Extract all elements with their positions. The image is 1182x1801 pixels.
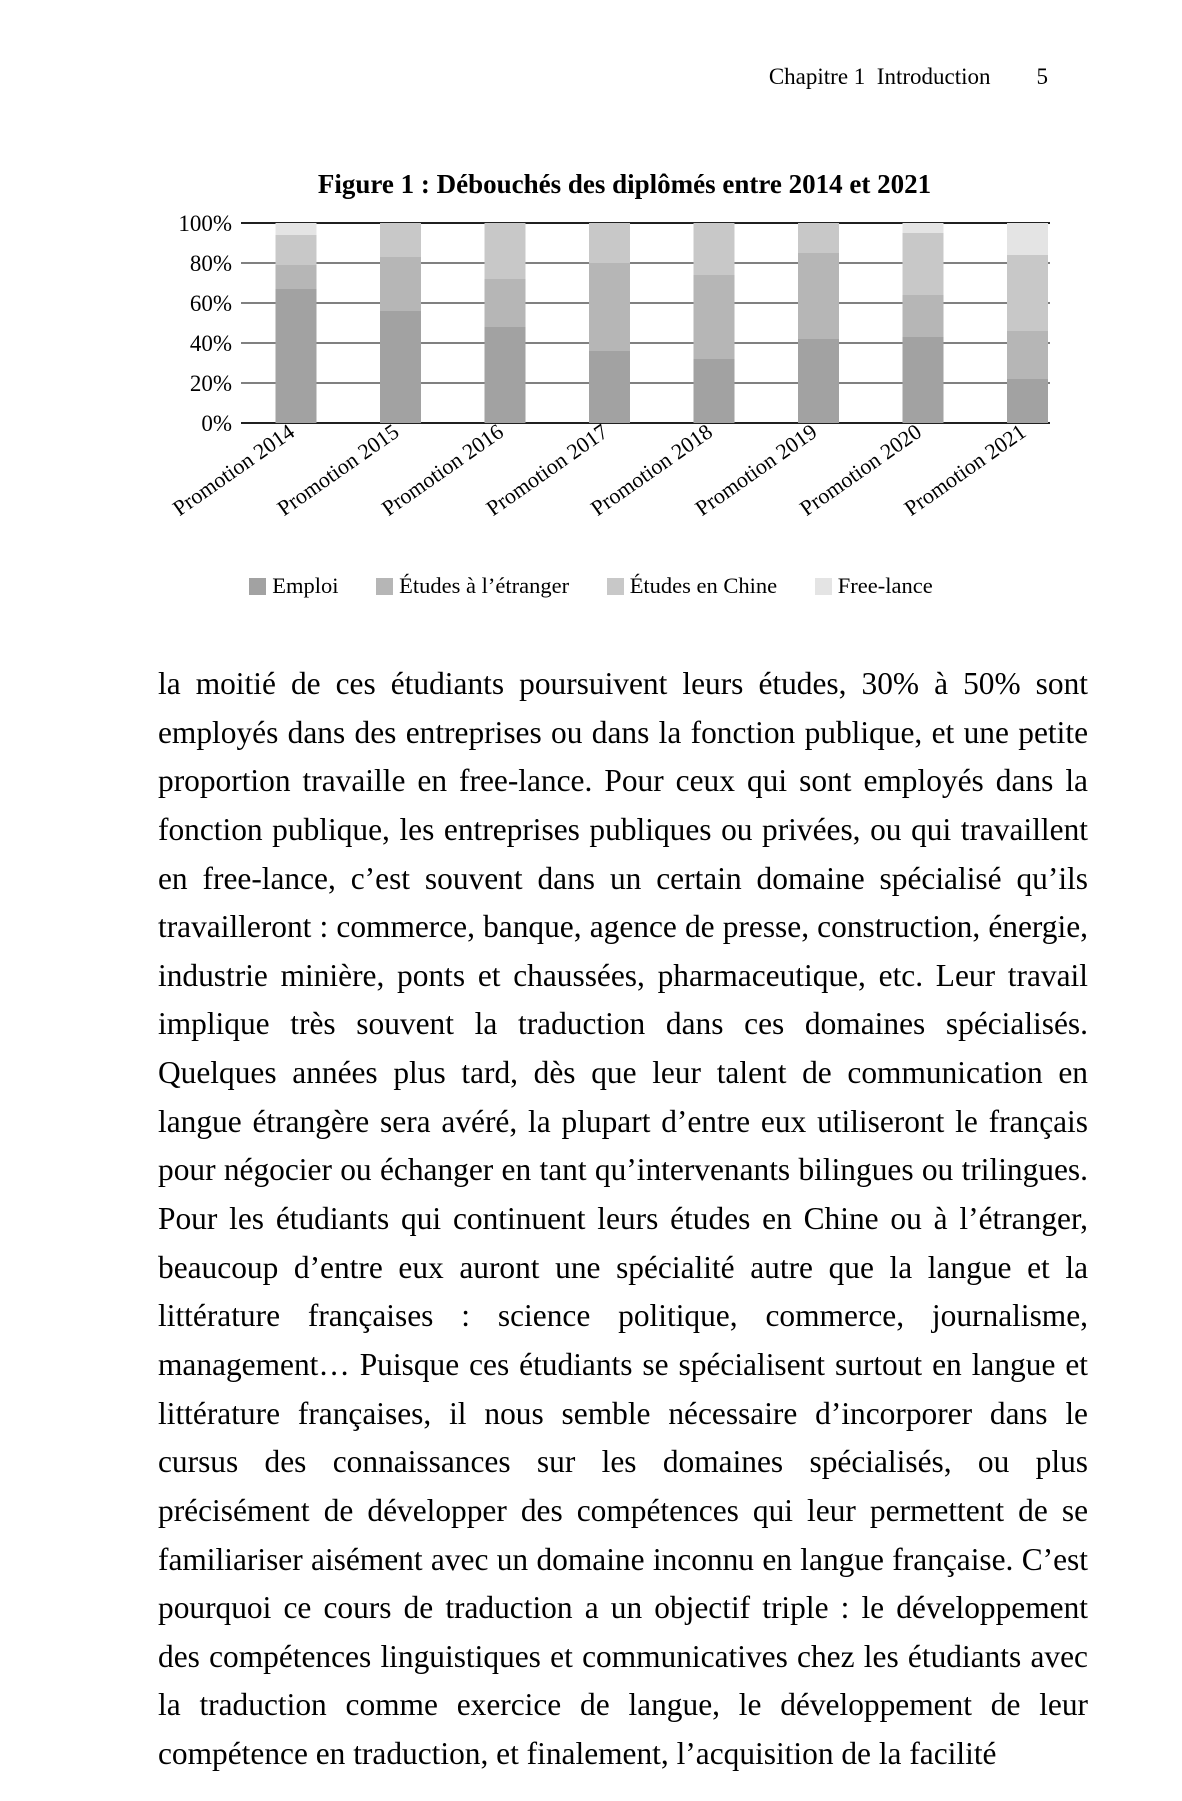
svg-text:0%: 0% (201, 411, 232, 436)
svg-text:80%: 80% (190, 251, 232, 276)
svg-text:60%: 60% (190, 291, 232, 316)
svg-text:40%: 40% (190, 331, 232, 356)
svg-text:100%: 100% (178, 211, 232, 236)
svg-text:20%: 20% (190, 371, 232, 396)
